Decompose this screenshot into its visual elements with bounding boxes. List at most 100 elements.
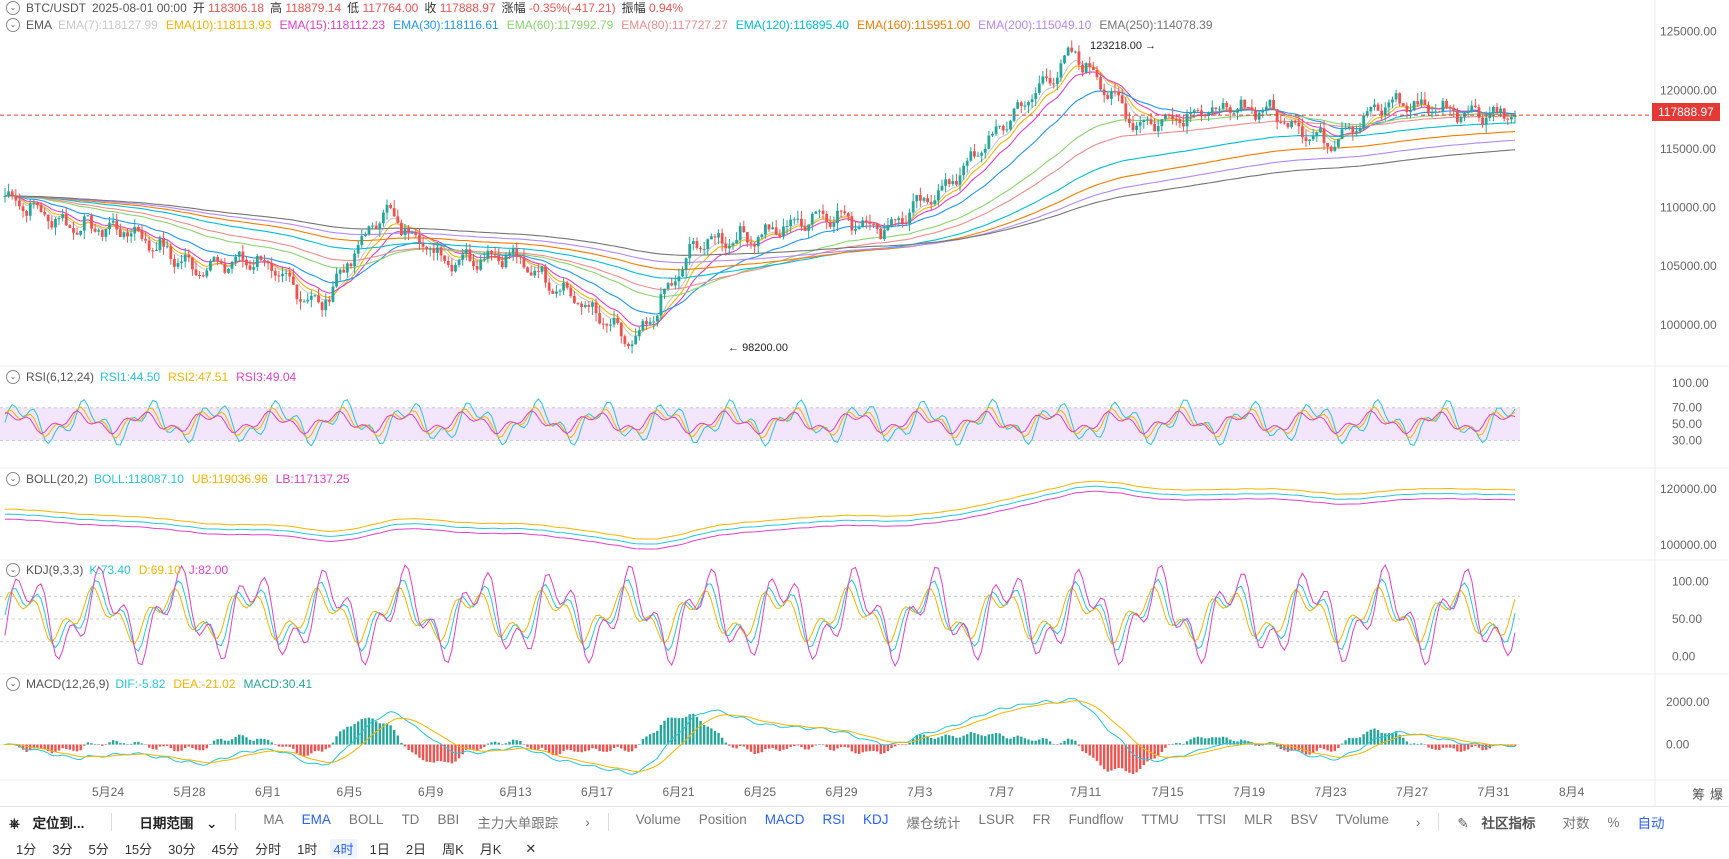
date-tick-label: 7月15 bbox=[1152, 785, 1184, 799]
macd-histogram-bar bbox=[681, 718, 684, 745]
macd-histogram-bar bbox=[356, 721, 360, 745]
interval-0[interactable]: 1分 bbox=[16, 842, 37, 857]
macd-histogram-bar bbox=[1030, 740, 1034, 745]
candle-body bbox=[673, 281, 677, 286]
candle-body bbox=[619, 322, 623, 337]
percent-scale-toggle[interactable]: % bbox=[1607, 814, 1620, 830]
candle-body bbox=[1322, 128, 1326, 144]
interval-9[interactable]: 1日 bbox=[369, 842, 390, 857]
indicator-toolbar: ⎈ 定位到... 日期范围 ⌄ MA EMA BOLL TD BBI 主力大单跟踪 › V… bbox=[0, 806, 1729, 837]
ema-value-9: EMA(250):114078.39 bbox=[1099, 18, 1213, 32]
macd-histogram-bar bbox=[173, 744, 176, 752]
macd-histogram-bar bbox=[389, 725, 392, 745]
candle-body bbox=[1210, 107, 1214, 113]
macd-histogram-bar bbox=[1355, 737, 1358, 745]
macd-histogram-bar bbox=[1459, 744, 1463, 752]
sub-indicator-13[interactable]: TVolume bbox=[1335, 812, 1389, 827]
interval-12[interactable]: 月K bbox=[479, 842, 502, 857]
sub-indicator-9[interactable]: TTMU bbox=[1141, 812, 1179, 827]
interval-10[interactable]: 2日 bbox=[405, 842, 427, 857]
sub-indicator-7[interactable]: FR bbox=[1032, 812, 1051, 827]
auto-scale-toggle[interactable]: 自动 bbox=[1637, 816, 1665, 831]
candle-body bbox=[936, 190, 940, 201]
ema-legend: ⌄ EMA EMA(7):118127.99 EMA(10):118113.93 E… bbox=[6, 17, 1213, 33]
macd-histogram-bar bbox=[670, 717, 673, 745]
interval-1[interactable]: 3分 bbox=[52, 842, 73, 857]
macd-histogram-bar bbox=[782, 744, 785, 750]
interval-6[interactable]: 分时 bbox=[255, 842, 282, 857]
main-indicator-5[interactable]: 主力大单跟踪 bbox=[477, 816, 559, 831]
interval-2[interactable]: 5分 bbox=[88, 842, 109, 857]
candle-body bbox=[1506, 118, 1510, 120]
sub-indicator-8[interactable]: Fundflow bbox=[1068, 812, 1124, 827]
main-indicator-0[interactable]: MA bbox=[263, 812, 284, 827]
sub-indicator-1[interactable]: Position bbox=[698, 812, 747, 827]
macd-histogram-bar bbox=[270, 742, 273, 745]
macd-histogram-bar bbox=[630, 744, 634, 752]
collapse-icon[interactable]: ⌄ bbox=[6, 472, 20, 486]
candle-body bbox=[756, 236, 760, 247]
macd-histogram-bar bbox=[1009, 738, 1012, 745]
main-indicator-2[interactable]: BOLL bbox=[348, 812, 384, 827]
sub-indicator-10[interactable]: TTSI bbox=[1196, 812, 1227, 827]
collapse-icon[interactable]: ⌄ bbox=[6, 370, 20, 384]
collapse-icon[interactable]: ⌄ bbox=[6, 1, 20, 15]
macd-histogram-bar bbox=[133, 742, 136, 745]
macd-histogram-bar bbox=[126, 744, 129, 745]
chevron-right-icon[interactable]: › bbox=[1415, 814, 1421, 830]
candle-body bbox=[1459, 117, 1463, 123]
kdj-j-line bbox=[4, 563, 1516, 668]
interval-11[interactable]: 周K bbox=[442, 842, 464, 857]
macd-histogram-bar bbox=[1366, 731, 1369, 745]
collapse-icon[interactable]: ⌄ bbox=[6, 677, 20, 691]
side-label-chips[interactable]: 筹 bbox=[1692, 787, 1706, 802]
close-icon[interactable]: ✕ bbox=[525, 840, 537, 856]
candle-body bbox=[400, 222, 403, 235]
candle-body bbox=[998, 125, 1002, 127]
candle-body bbox=[504, 255, 508, 268]
interval-8[interactable]: 4时 bbox=[330, 839, 357, 858]
date-range-button[interactable]: 日期范围 ⌄ bbox=[139, 816, 218, 831]
macd-histogram-bar bbox=[955, 737, 958, 745]
date-tick-label: 5月28 bbox=[174, 785, 206, 799]
candle-body bbox=[50, 221, 54, 228]
sub-indicator-4[interactable]: KDJ bbox=[863, 812, 889, 827]
interval-7[interactable]: 1时 bbox=[297, 842, 318, 857]
candle-body bbox=[223, 263, 227, 273]
main-indicator-3[interactable]: TD bbox=[401, 812, 420, 827]
candle-body bbox=[1066, 47, 1070, 56]
sub-indicator-12[interactable]: BSV bbox=[1290, 812, 1318, 827]
side-label-liq[interactable]: 爆 bbox=[1710, 787, 1724, 802]
candle-body bbox=[526, 267, 529, 273]
macd-histogram-bar bbox=[605, 744, 609, 752]
log-scale-toggle[interactable]: 对数 bbox=[1562, 816, 1590, 831]
sub-indicator-6[interactable]: LSUR bbox=[978, 812, 1015, 827]
sub-indicator-5[interactable]: 爆仓统计 bbox=[906, 816, 961, 831]
sub-indicator-2[interactable]: MACD bbox=[764, 812, 805, 827]
macd-histogram-bar bbox=[1412, 743, 1416, 745]
sub-indicator-0[interactable]: Volume bbox=[635, 812, 681, 827]
candle-body bbox=[1236, 109, 1239, 113]
date-tick-label: 6月1 bbox=[255, 785, 281, 799]
sub-indicator-3[interactable]: RSI bbox=[822, 812, 846, 827]
candle-body bbox=[1127, 118, 1131, 124]
macd-histogram-bar bbox=[1290, 744, 1293, 751]
macd-histogram-bar bbox=[778, 744, 782, 752]
macd-histogram-bar bbox=[749, 744, 753, 752]
macd-histogram-bar bbox=[1304, 744, 1308, 755]
chevron-right-icon[interactable]: › bbox=[585, 814, 590, 830]
interval-5[interactable]: 45分 bbox=[211, 842, 240, 857]
community-indicators-button[interactable]: ✎ 社区指标 bbox=[1457, 816, 1536, 831]
chart-canvas[interactable]: 125000.00 120000.00 115000.00 110000.00 1050… bbox=[0, 0, 1729, 806]
collapse-icon[interactable]: ⌄ bbox=[6, 18, 20, 32]
interval-4[interactable]: 30分 bbox=[168, 842, 196, 857]
sub-indicator-11[interactable]: MLR bbox=[1244, 812, 1273, 827]
main-indicator-4[interactable]: BBI bbox=[437, 812, 460, 827]
main-indicator-1[interactable]: EMA bbox=[301, 812, 331, 827]
candle-body bbox=[288, 272, 292, 277]
macd-histogram-bar bbox=[212, 740, 216, 745]
candle-body bbox=[407, 228, 411, 233]
collapse-icon[interactable]: ⌄ bbox=[6, 563, 20, 577]
locate-button[interactable]: ⎈ 定位到... bbox=[9, 816, 85, 831]
interval-3[interactable]: 15分 bbox=[124, 842, 153, 857]
